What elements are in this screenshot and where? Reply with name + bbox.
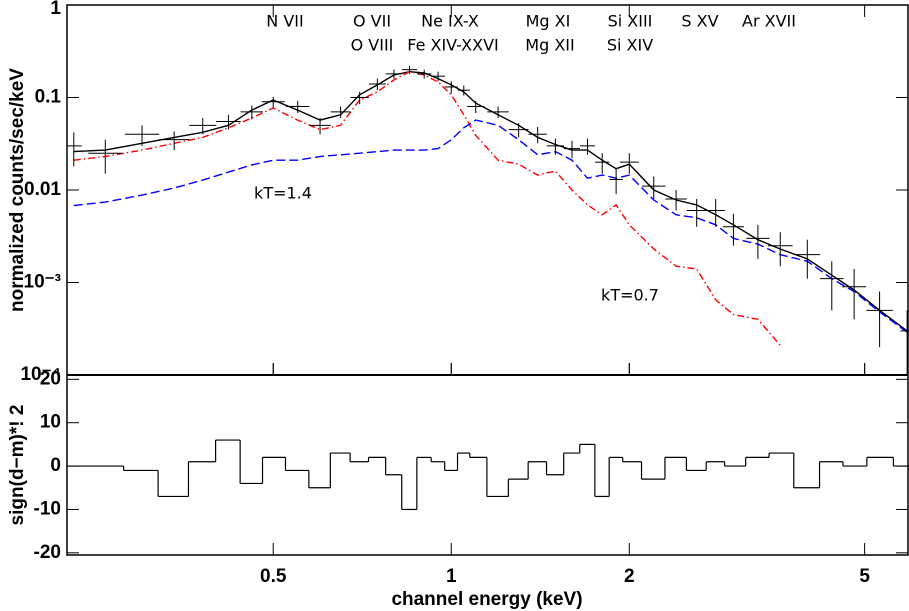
- y-tick-label: 1: [50, 0, 61, 19]
- y-tick-label: -10: [34, 498, 61, 519]
- line-label: Mg XI: [526, 12, 571, 31]
- line-label: Si XIII: [608, 12, 653, 31]
- y-tick-label: 20: [40, 368, 61, 389]
- spectrum-panel: [67, 65, 909, 375]
- x-tick-label: 1: [446, 566, 457, 587]
- component-label: kT=1.4: [254, 184, 312, 203]
- line-label: Mg XII: [525, 36, 574, 55]
- line-label: Ne IX-X: [421, 12, 479, 31]
- model-line: [73, 70, 781, 346]
- y-axis-title: normalized counts/sec/keV: [7, 68, 28, 312]
- y-tick-label: 0.01: [24, 179, 61, 200]
- y-tick-label: 10⁻⁴: [20, 364, 61, 385]
- y-tick-label: -20: [34, 542, 61, 563]
- x-tick-label: 5: [859, 566, 870, 587]
- y-tick-label: 0.1: [35, 87, 62, 108]
- model-line: [73, 119, 908, 333]
- component-label: kT=0.7: [601, 286, 659, 305]
- frame: [66, 4, 909, 556]
- residual-panel: [67, 439, 909, 511]
- model-line: [73, 70, 908, 332]
- axes: 1 0.1 0.01 10⁻³ 10⁻⁴ -20 -10 0 10 20 0.5 1 2 5: [20, 0, 908, 587]
- line-label: Si XIV: [607, 36, 653, 55]
- line-label: N VII: [266, 12, 303, 31]
- line-label: S XV: [681, 12, 718, 31]
- line-label: O VIII: [351, 36, 394, 55]
- x-tick-label: 0.5: [260, 566, 287, 587]
- line-label: Ar XVII: [742, 12, 796, 31]
- line-label: Fe XIV-XXVI: [407, 36, 499, 55]
- x-axis-title: channel energy (keV): [391, 589, 582, 610]
- y-tick-label: 10⁻³: [24, 272, 62, 293]
- y-tick-label: 10: [40, 412, 61, 433]
- y-axis-title: sign(d−m)*! 2: [7, 405, 28, 526]
- y-tick-label: 0: [50, 455, 61, 476]
- x-tick-label: 2: [624, 566, 635, 587]
- line-label: O VII: [353, 12, 391, 31]
